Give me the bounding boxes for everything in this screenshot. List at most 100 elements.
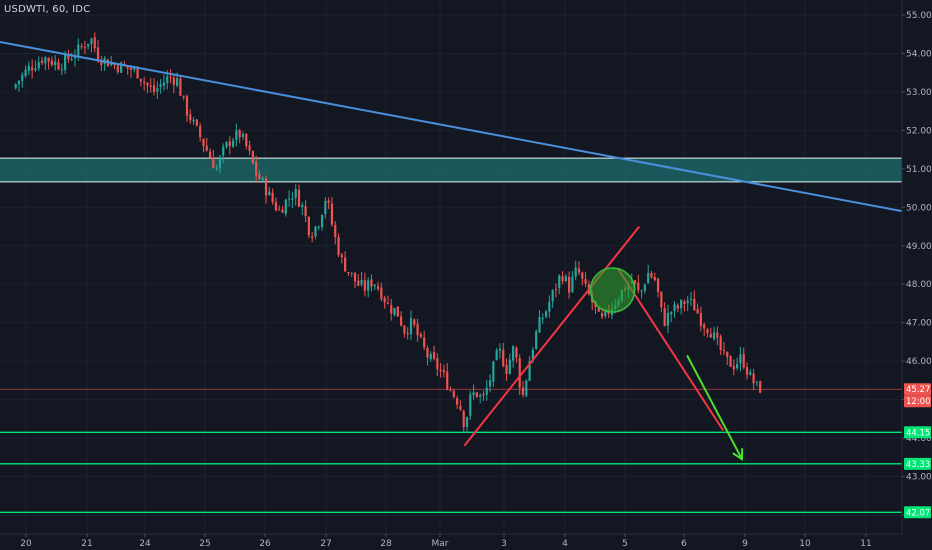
- resistance-trendline[interactable]: [0, 40, 903, 213]
- candle-body: [419, 334, 422, 337]
- candle-body: [581, 272, 584, 279]
- candle-body: [344, 257, 347, 272]
- time-axis[interactable]: 20 21 24 25 26 27 28 Mar 3 4 5 6 9 10 11: [0, 533, 932, 550]
- supply-zone[interactable]: [0, 157, 902, 183]
- price-axis[interactable]: 42.0043.0044.0045.0046.0047.0048.0049.00…: [901, 0, 932, 550]
- candle-body: [314, 226, 317, 237]
- candle-body: [271, 192, 274, 203]
- candle-body: [70, 59, 73, 61]
- candle-body: [17, 80, 21, 85]
- time-axis-label: 21: [81, 539, 92, 549]
- candle-body: [729, 356, 732, 367]
- candle-body: [475, 392, 478, 397]
- candle-body: [136, 66, 139, 79]
- support-level-badge[interactable]: [904, 506, 931, 519]
- candle-body: [660, 291, 663, 308]
- projection-arrow-shaft[interactable]: [686, 354, 743, 460]
- time-axis-label: 25: [199, 539, 210, 549]
- candle-body: [304, 206, 307, 217]
- candle-body: [663, 307, 666, 326]
- candle-body: [113, 64, 116, 66]
- candle-body: [60, 69, 63, 71]
- candle-body: [133, 68, 136, 70]
- candle-body: [683, 301, 686, 305]
- candle-body: [50, 60, 54, 65]
- price-axis-label: 52.00: [906, 126, 932, 136]
- candle-body: [192, 119, 195, 122]
- candle-body: [449, 389, 452, 391]
- candle-body: [376, 286, 380, 290]
- candle-body: [353, 272, 357, 282]
- candle-body: [574, 267, 577, 277]
- candle-body: [182, 95, 185, 97]
- candle-body: [37, 62, 40, 69]
- price-axis-label: 46.00: [906, 357, 932, 367]
- supply-zone-fill[interactable]: [0, 158, 902, 182]
- candle-body: [311, 236, 314, 238]
- candle-body: [238, 129, 241, 138]
- candle-body: [149, 85, 152, 87]
- candle-body: [96, 47, 100, 61]
- candle-body: [40, 60, 44, 64]
- descending-trendline[interactable]: [617, 268, 725, 431]
- candle-body: [324, 200, 327, 214]
- breakout-highlight-circle[interactable]: [589, 267, 636, 313]
- candle-body: [535, 331, 538, 349]
- candle-body: [502, 349, 505, 367]
- candle-body: [152, 85, 156, 93]
- support-level-badge-label: 43.33: [906, 460, 930, 470]
- candle-body: [479, 394, 482, 397]
- drawings[interactable]: [0, 40, 903, 462]
- rising-trendline[interactable]: [463, 225, 641, 447]
- candle-body: [472, 392, 475, 396]
- candle-body: [100, 61, 103, 66]
- price-axis-label: 49.00: [906, 242, 932, 252]
- candle-body: [442, 370, 446, 373]
- candle-body: [508, 359, 511, 374]
- candle-body: [235, 130, 238, 141]
- candle-body: [222, 146, 225, 156]
- candle-body: [350, 272, 353, 274]
- candle-body: [317, 226, 320, 228]
- current-price-badge[interactable]: [904, 383, 931, 396]
- candle-body: [120, 62, 123, 73]
- candle-body: [541, 318, 544, 320]
- candle-body: [492, 361, 495, 382]
- candle-body: [34, 68, 37, 71]
- candle-body: [726, 351, 729, 357]
- candle-body: [446, 371, 449, 390]
- candle-body: [166, 76, 169, 83]
- candle-body: [241, 134, 245, 137]
- candle-body: [205, 145, 208, 151]
- countdown-badge[interactable]: [904, 395, 931, 408]
- candle-body: [21, 74, 24, 82]
- candle-body: [597, 307, 600, 312]
- candle-body: [77, 44, 80, 56]
- horizontal-levels[interactable]: [0, 388, 902, 513]
- candle-body: [693, 298, 696, 311]
- candle-body: [709, 333, 712, 338]
- support-level-badge[interactable]: [904, 457, 931, 470]
- candle-body: [297, 189, 301, 207]
- candle-body: [24, 69, 27, 77]
- candle-body: [367, 280, 370, 291]
- candle-body: [67, 53, 70, 60]
- candle-body: [604, 309, 607, 316]
- candle-body: [423, 337, 426, 348]
- candle-body: [212, 157, 215, 169]
- candle-body: [281, 209, 284, 213]
- candle-body: [712, 332, 716, 339]
- time-axis-label: 27: [320, 539, 331, 549]
- candle-body: [647, 272, 650, 284]
- candle-body: [337, 236, 340, 256]
- price-axis-label: 44.00: [906, 434, 932, 444]
- candle-body: [749, 372, 752, 375]
- support-level-badge[interactable]: [904, 426, 931, 439]
- candle-body: [656, 278, 660, 292]
- price-axis-label: 53.00: [906, 88, 932, 98]
- candle-body: [54, 61, 57, 66]
- candle-body: [643, 284, 646, 291]
- candle-body: [44, 57, 47, 64]
- time-axis-background: [0, 534, 932, 550]
